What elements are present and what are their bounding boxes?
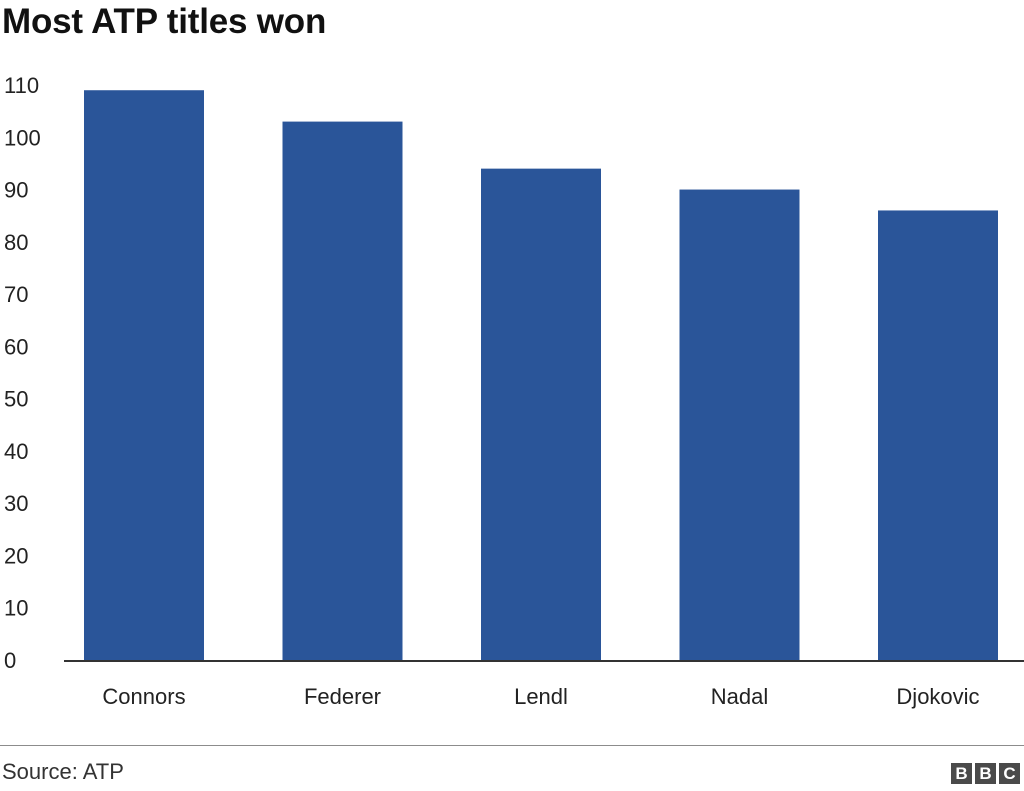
bar-connors [84,90,204,660]
y-tick-label: 70 [4,282,28,307]
bar-nadal [679,189,800,660]
x-tick-label: Federer [304,684,381,709]
x-tick-label: Nadal [711,684,768,709]
x-axis-ticks: Connors Federer Lendl Nadal Djokovic [102,684,979,709]
logo-block: C [999,763,1020,784]
y-tick-label: 90 [4,178,28,203]
bar-federer [282,121,403,660]
y-tick-label: 10 [4,596,28,621]
y-tick-label: 30 [4,491,28,516]
y-tick-label: 40 [4,439,28,464]
footer-divider [0,745,1024,746]
source-note: Source: ATP [2,759,124,784]
bbc-logo: B B C [951,763,1020,784]
bar-djokovic [878,210,998,661]
bar-chart: 0 10 20 30 40 50 60 70 80 90 100 110 Connors Federer… [4,73,1024,709]
y-tick-label: 80 [4,230,28,255]
y-tick-label: 100 [4,125,41,150]
y-tick-label: 50 [4,387,28,412]
y-tick-label: 110 [4,73,39,98]
y-axis-ticks: 0 10 20 30 40 50 60 70 80 90 100 110 [4,73,41,673]
y-tick-label: 60 [4,334,28,359]
x-tick-label: Djokovic [896,684,979,709]
y-tick-label: 20 [4,543,28,568]
bar-lendl [481,168,601,661]
y-tick-label: 0 [4,648,16,673]
x-tick-label: Connors [102,684,185,709]
x-tick-label: Lendl [514,684,568,709]
logo-block: B [951,763,972,784]
chart-title: Most ATP titles won [2,2,327,41]
bars [84,90,998,661]
logo-block: B [975,763,996,784]
